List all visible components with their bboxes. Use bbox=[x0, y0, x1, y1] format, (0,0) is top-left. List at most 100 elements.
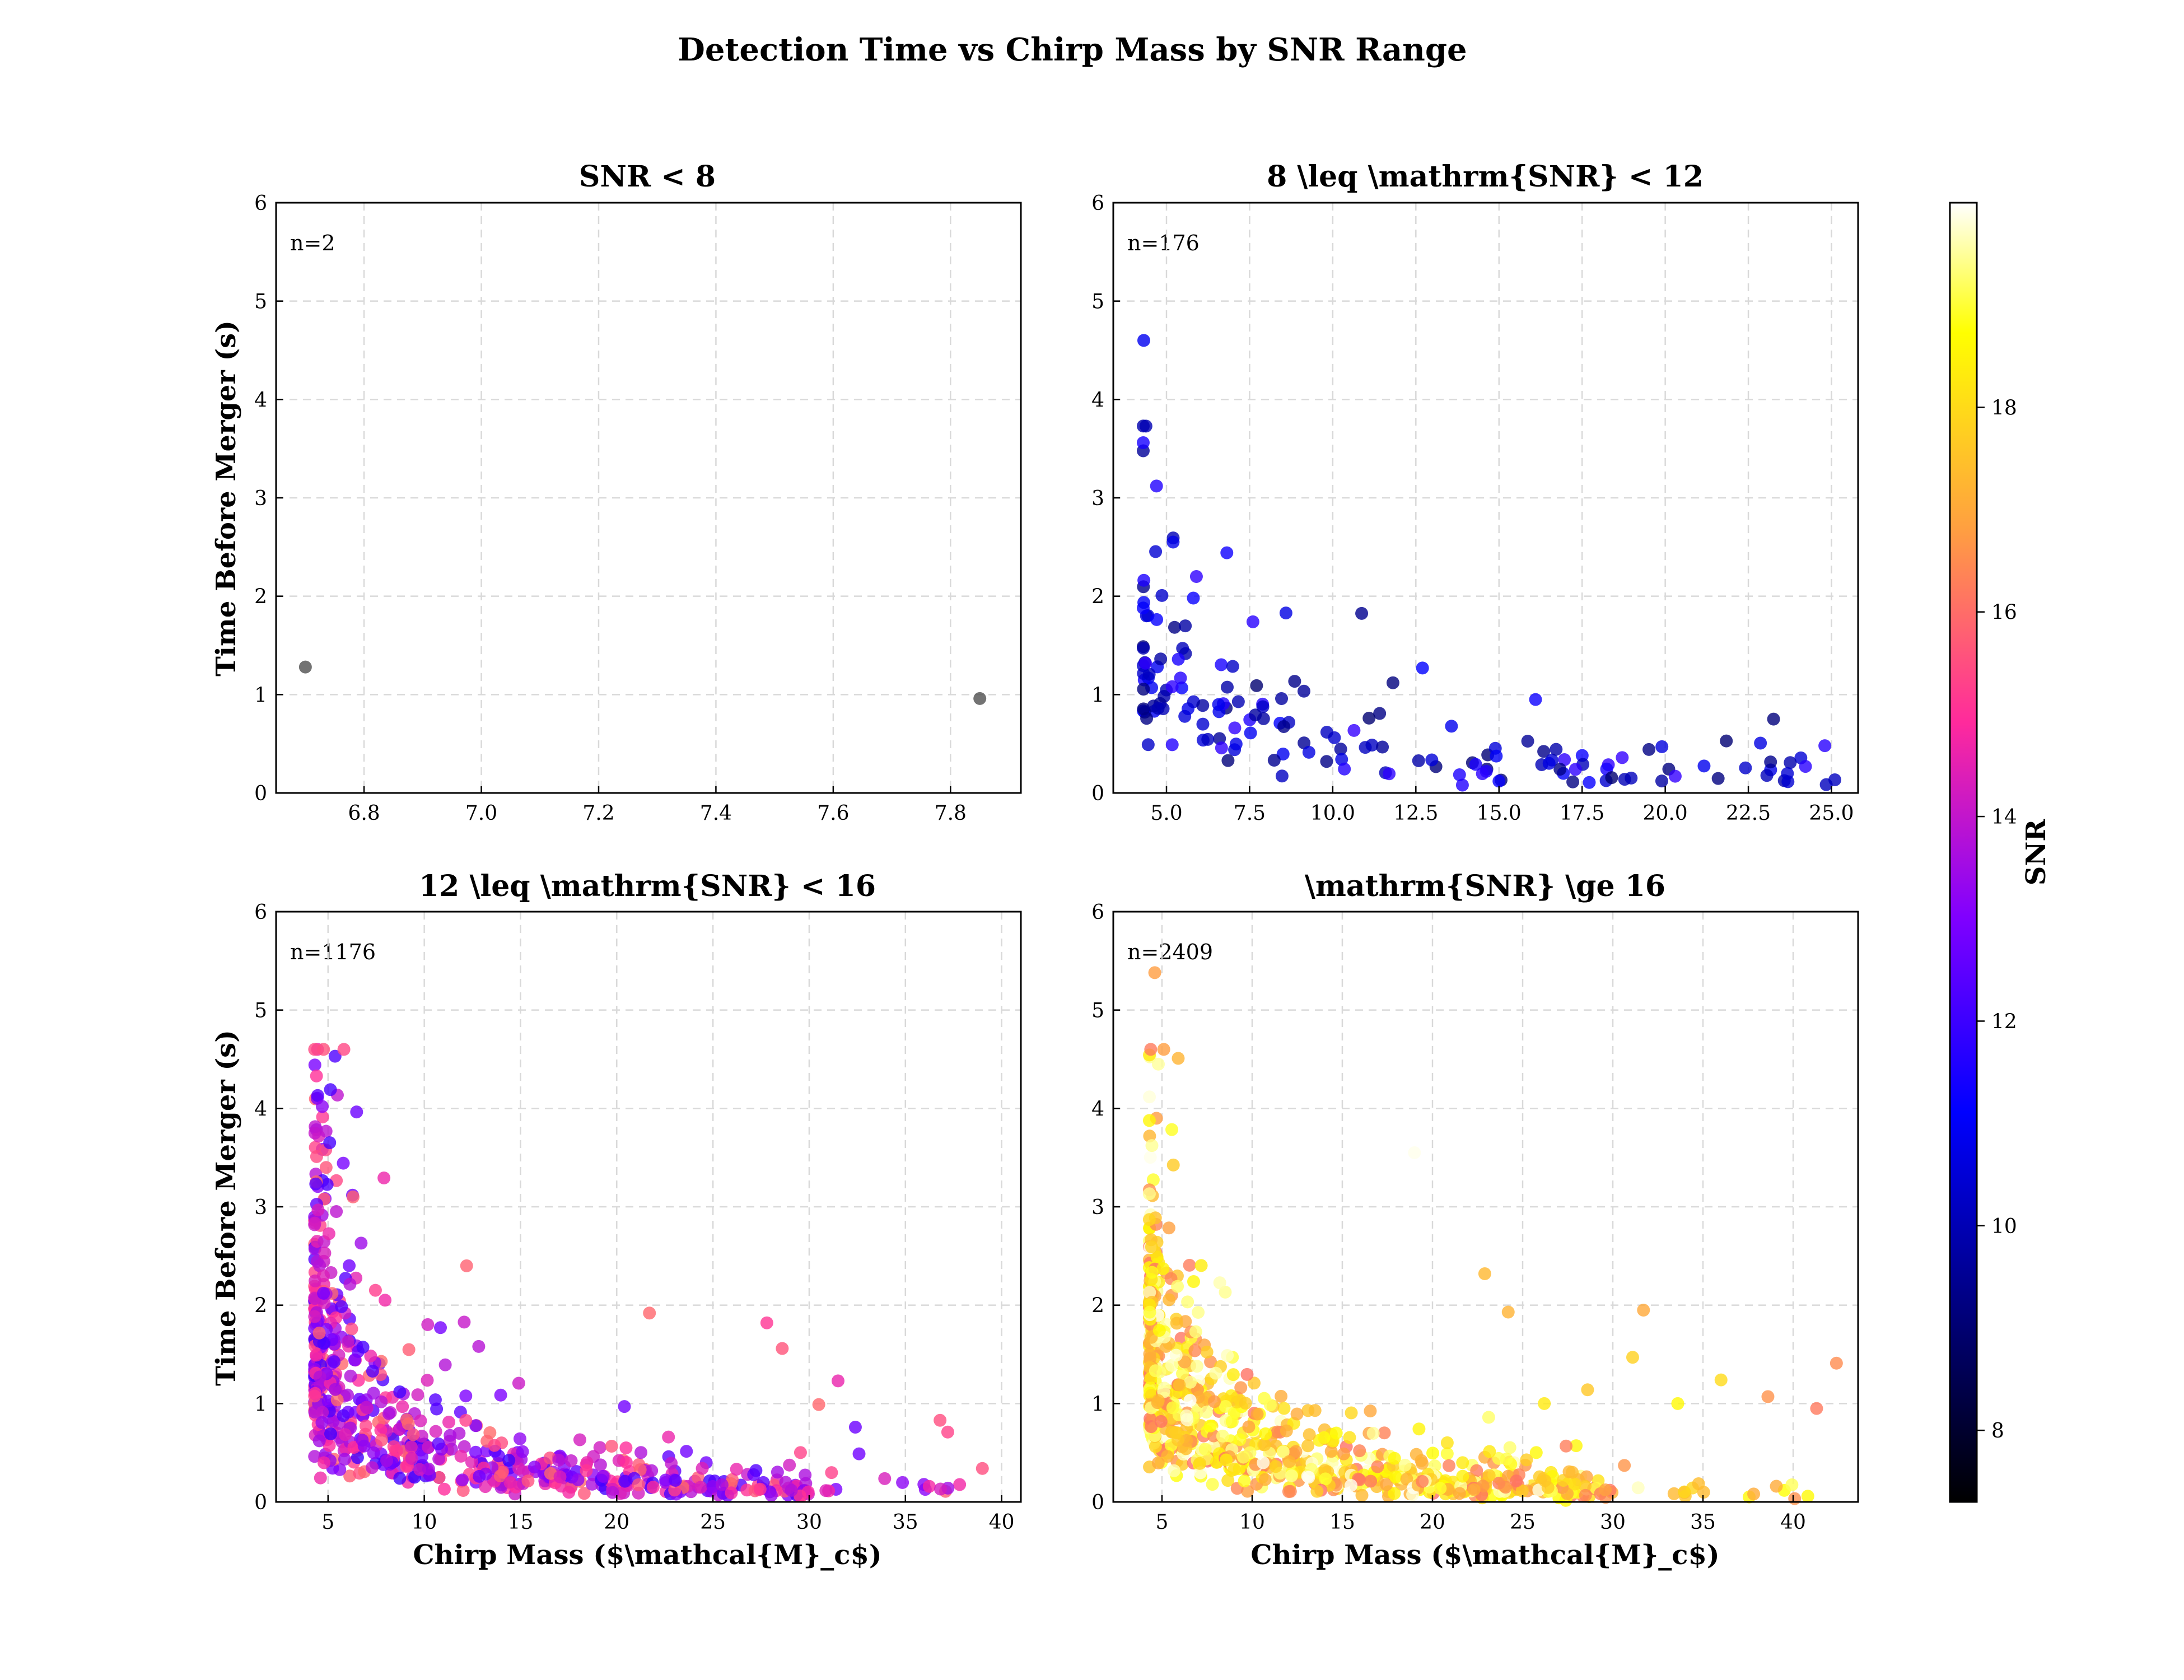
scatter-point bbox=[1154, 652, 1168, 666]
scatter-point bbox=[488, 1439, 501, 1452]
scatter-point bbox=[669, 1473, 682, 1487]
panel-title: 8 \leq \mathrm{SNR} < 12 bbox=[1267, 160, 1704, 194]
scatter-point bbox=[357, 1439, 371, 1453]
y-axis-label: Time Before Merger (s) bbox=[211, 1030, 242, 1386]
scatter-point bbox=[438, 1358, 452, 1371]
x-tick-label: 10.0 bbox=[1310, 802, 1355, 825]
scatter-point bbox=[1236, 1450, 1250, 1464]
scatter-point bbox=[1165, 738, 1179, 752]
colorbar-tick-label: 18 bbox=[1991, 396, 2017, 419]
scatter-point bbox=[1347, 724, 1361, 737]
scatter-point bbox=[1154, 1415, 1168, 1428]
scatter-point bbox=[328, 1355, 341, 1369]
y-tick-label: 5 bbox=[1091, 1000, 1104, 1023]
scatter-point bbox=[1329, 1426, 1343, 1440]
colorbar-tick-label: 12 bbox=[1991, 1010, 2017, 1033]
scatter-point bbox=[337, 1043, 351, 1056]
scatter-point bbox=[1308, 1404, 1322, 1417]
scatter-point bbox=[1161, 1450, 1174, 1463]
x-tick-label: 7.5 bbox=[1234, 802, 1266, 825]
scatter-point bbox=[1416, 1457, 1429, 1470]
scatter-point bbox=[521, 1474, 535, 1487]
scatter-point bbox=[1764, 755, 1777, 769]
scatter-point bbox=[1142, 1213, 1156, 1226]
scatter-point bbox=[1616, 751, 1629, 764]
scatter-point bbox=[1568, 1477, 1581, 1491]
y-tick-label: 2 bbox=[254, 1295, 267, 1318]
scatter-point bbox=[364, 1349, 377, 1362]
scatter-point bbox=[1583, 776, 1596, 789]
x-tick-label: 35 bbox=[893, 1511, 918, 1534]
scatter-point bbox=[1579, 1488, 1592, 1502]
scatter-point bbox=[330, 1205, 343, 1219]
x-tick-label: 15.0 bbox=[1477, 802, 1522, 825]
scatter-point bbox=[1184, 1375, 1197, 1389]
scatter-point bbox=[1276, 1445, 1290, 1459]
scatter-point bbox=[1364, 1404, 1377, 1418]
x-axis-label: Chirp Mass ($\mathcal{M}_c$) bbox=[1250, 1539, 1719, 1571]
scatter-point bbox=[694, 1481, 707, 1494]
scatter-point bbox=[1221, 1348, 1234, 1362]
y-tick-label: 0 bbox=[254, 782, 267, 805]
scatter-point bbox=[1200, 1345, 1214, 1359]
scatter-point bbox=[1187, 1275, 1200, 1289]
scatter-point bbox=[1176, 642, 1189, 655]
scatter-point bbox=[1345, 1479, 1358, 1492]
x-tick-label: 10 bbox=[1239, 1511, 1265, 1534]
scatter-point bbox=[753, 1482, 767, 1496]
scatter-point bbox=[1697, 1486, 1710, 1499]
scatter-point bbox=[298, 660, 312, 674]
scatter-point bbox=[444, 1429, 457, 1442]
scatter-point bbox=[309, 1120, 322, 1133]
scatter-point bbox=[1168, 620, 1181, 634]
scatter-point bbox=[1137, 334, 1150, 347]
y-tick-label: 6 bbox=[1091, 901, 1104, 924]
scatter-point bbox=[922, 1480, 936, 1493]
scatter-point bbox=[1181, 1295, 1194, 1309]
scatter-point bbox=[469, 1445, 482, 1459]
scatter-point bbox=[1386, 676, 1399, 689]
scatter-point bbox=[432, 1452, 446, 1466]
scatter-point bbox=[322, 1227, 335, 1240]
scatter-point bbox=[1301, 1439, 1315, 1453]
x-tick-label: 5 bbox=[1155, 1511, 1168, 1534]
scatter-point bbox=[771, 1466, 784, 1479]
scatter-point bbox=[1319, 1472, 1332, 1486]
scatter-point bbox=[528, 1460, 541, 1474]
y-tick-label: 3 bbox=[254, 1196, 267, 1219]
scatter-point bbox=[422, 1462, 435, 1476]
scatter-point bbox=[1257, 1456, 1270, 1469]
scatter-point bbox=[1137, 683, 1150, 696]
scatter-point bbox=[1139, 419, 1152, 433]
x-tick-label: 20 bbox=[604, 1511, 629, 1534]
colorbar-tick-label: 14 bbox=[1991, 806, 2017, 829]
scatter-point bbox=[1785, 1478, 1799, 1492]
x-tick-label: 5.0 bbox=[1150, 802, 1182, 825]
y-axis-label: Time Before Merger (s) bbox=[211, 320, 242, 676]
scatter-point bbox=[1143, 1305, 1156, 1319]
scatter-point bbox=[1538, 1397, 1551, 1410]
scatter-point bbox=[848, 1420, 862, 1434]
scatter-point bbox=[310, 1255, 324, 1268]
scatter-point bbox=[404, 1440, 418, 1454]
y-tick-label: 1 bbox=[1091, 1393, 1104, 1416]
scatter-point bbox=[1476, 767, 1489, 781]
scatter-point bbox=[1283, 1455, 1296, 1468]
scatter-point bbox=[1228, 721, 1242, 735]
y-tick-label: 1 bbox=[254, 684, 267, 707]
scatter-point bbox=[1145, 1240, 1158, 1254]
scatter-point bbox=[1192, 1306, 1205, 1319]
scatter-point bbox=[1259, 1427, 1272, 1440]
scatter-point bbox=[1412, 1422, 1426, 1436]
scatter-point bbox=[1144, 1387, 1157, 1400]
scatter-point bbox=[1830, 1356, 1843, 1370]
count-annotation: n=2409 bbox=[1127, 940, 1213, 964]
scatter-point bbox=[1376, 740, 1389, 754]
scatter-point bbox=[1166, 535, 1180, 549]
scatter-point bbox=[1482, 1469, 1496, 1482]
scatter-point bbox=[422, 1440, 435, 1454]
scatter-point bbox=[1668, 769, 1682, 783]
scatter-point bbox=[1145, 1420, 1158, 1434]
scatter-point bbox=[1190, 1360, 1203, 1373]
scatter-point bbox=[1364, 1474, 1378, 1488]
